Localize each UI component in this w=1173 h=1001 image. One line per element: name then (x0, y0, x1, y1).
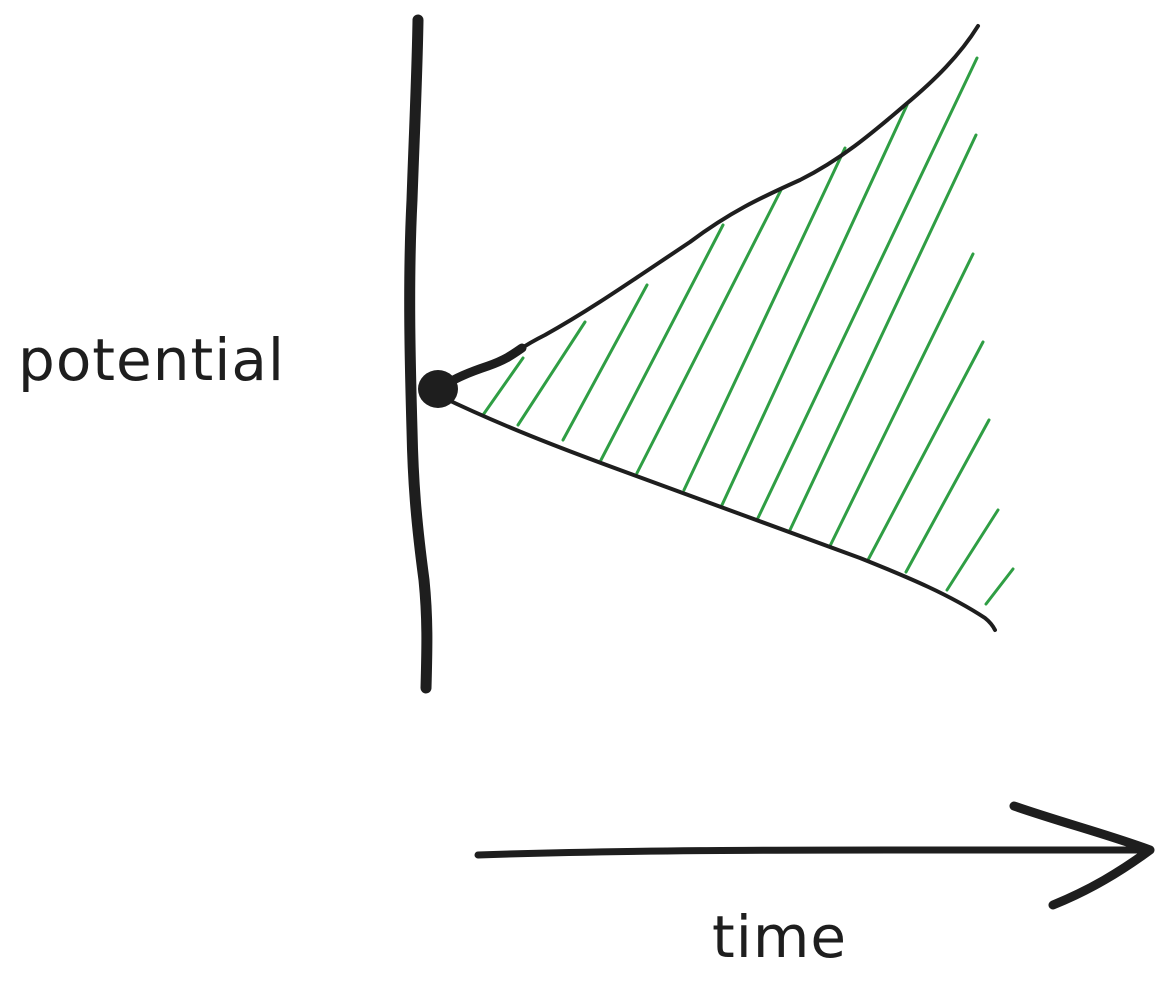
hatch-line (481, 356, 525, 417)
hatch-line (682, 146, 847, 492)
origin-point (418, 370, 458, 408)
time-arrow-head (1009, 801, 1155, 910)
hatch-line (904, 418, 991, 574)
possibility-cone-hatching (481, 56, 1015, 606)
hatch-line (984, 567, 1015, 606)
vertical-axis-line (404, 14, 433, 694)
y-axis-label: potential (18, 326, 285, 394)
hatch-line (788, 133, 978, 532)
hatch-line (516, 320, 587, 427)
hatch-line (635, 186, 784, 475)
time-arrow-shaft (474, 846, 1154, 859)
x-axis-label: time (712, 903, 847, 971)
hatch-line (755, 56, 979, 522)
hatch-line (828, 252, 975, 548)
hatch-line (599, 223, 725, 462)
hatch-line (561, 283, 649, 442)
hatch-line (720, 103, 909, 507)
hatch-line (866, 340, 985, 562)
cone-lower-boundary (438, 394, 997, 632)
hatch-line (945, 508, 1000, 592)
